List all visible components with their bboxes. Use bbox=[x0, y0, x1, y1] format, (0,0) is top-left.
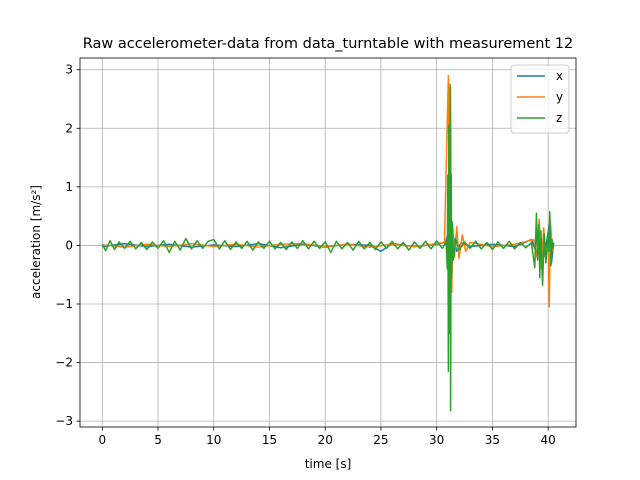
x-tick-label: 30 bbox=[429, 433, 444, 447]
y-tick-label: 0 bbox=[65, 238, 73, 252]
x-tick-label: 40 bbox=[540, 433, 555, 447]
plot-frame bbox=[79, 57, 577, 428]
x-tick-label: 15 bbox=[262, 433, 277, 447]
x-axis-label: time [s] bbox=[305, 457, 352, 471]
ticks: 0 5 10 15 20 25 30 35 40 −3 −2 −1 0 1 2 3 bbox=[55, 63, 555, 447]
legend-box bbox=[510, 64, 570, 134]
y-axis-label: acceleration [m/s²] bbox=[29, 185, 43, 299]
legend-label-z: z bbox=[556, 111, 562, 125]
y-tick-label: −2 bbox=[55, 356, 73, 370]
series-layer bbox=[101, 74, 555, 412]
y-tick-label: −3 bbox=[55, 414, 73, 428]
x-tick-label: 10 bbox=[206, 433, 221, 447]
y-tick-label: 1 bbox=[65, 180, 73, 194]
x-tick-label: 20 bbox=[318, 433, 333, 447]
y-tick-label: 2 bbox=[65, 121, 73, 135]
legend-label-y: y bbox=[556, 90, 563, 104]
x-tick-label: 35 bbox=[485, 433, 500, 447]
x-tick-label: 5 bbox=[154, 433, 162, 447]
y-tick-label: 3 bbox=[65, 63, 73, 77]
legend: xyz bbox=[510, 64, 570, 134]
y-tick-label: −1 bbox=[55, 297, 73, 311]
series-line-z bbox=[101, 83, 554, 412]
legend-label-x: x bbox=[556, 69, 563, 83]
x-tick-label: 0 bbox=[98, 433, 106, 447]
chart-title: Raw accelerometer-data from data_turntab… bbox=[83, 36, 573, 52]
x-tick-label: 25 bbox=[373, 433, 388, 447]
